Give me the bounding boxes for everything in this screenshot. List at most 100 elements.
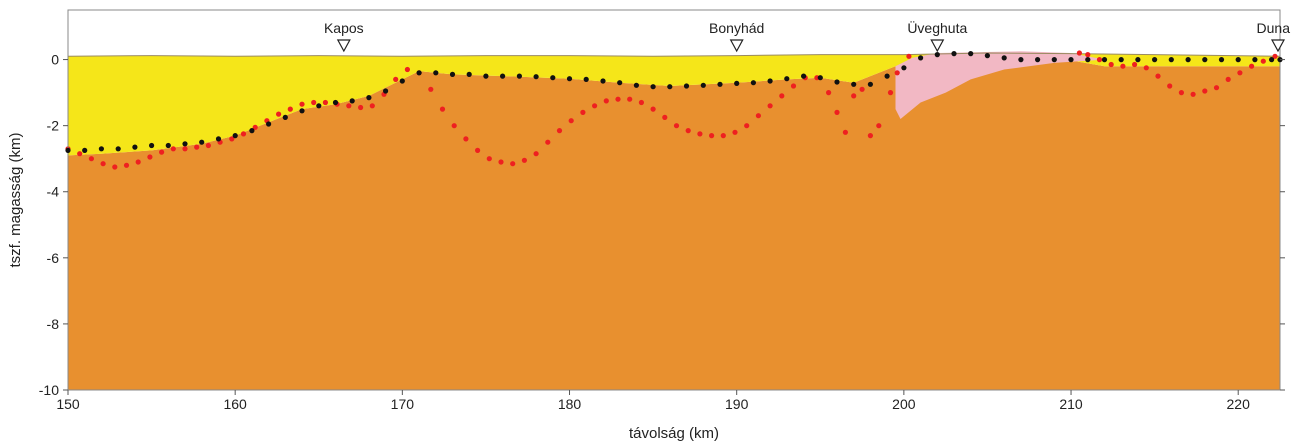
red-point <box>322 99 328 106</box>
black-point <box>65 147 71 153</box>
red-point <box>1143 65 1149 71</box>
red-point <box>299 101 305 107</box>
red-point <box>1272 53 1278 59</box>
plot-frame <box>67 9 1281 391</box>
x-tick-label: 180 <box>558 396 582 412</box>
red-point <box>194 144 200 150</box>
black-point <box>299 108 305 114</box>
black-point <box>466 71 472 77</box>
red-point <box>876 123 882 129</box>
black-point <box>332 99 339 106</box>
red-point <box>887 90 894 96</box>
black-point <box>1168 57 1174 63</box>
x-axis: 150 160 170 180 190 200 210 220 <box>56 390 1250 412</box>
red-point <box>135 159 141 165</box>
red-point <box>240 131 247 137</box>
y-axis-label: tszf. magasság (km) <box>7 132 24 267</box>
x-tick-label: 160 <box>223 396 247 412</box>
red-point <box>603 98 609 104</box>
red-point <box>463 136 469 142</box>
black-point <box>867 81 874 87</box>
black-point <box>1135 57 1141 63</box>
red-point <box>720 133 726 139</box>
black-point <box>165 142 171 149</box>
black-point <box>1152 57 1158 63</box>
red-point <box>1237 70 1243 76</box>
pink-body-layer <box>895 51 1105 119</box>
black-point <box>600 78 606 84</box>
y-tick-label: -10 <box>39 382 59 398</box>
black-point <box>566 76 573 82</box>
red-point <box>709 133 715 139</box>
location-triangle-icon <box>930 39 945 53</box>
black-point <box>884 73 890 79</box>
red-point <box>779 93 785 99</box>
location-markers: Kapos Bonyhád Üveghuta Duna <box>324 19 1290 53</box>
red-point <box>1225 76 1231 82</box>
black-point <box>249 128 255 134</box>
black-point <box>817 75 823 81</box>
red-point <box>767 103 773 109</box>
red-point <box>393 76 399 82</box>
black-point <box>1235 57 1241 63</box>
black-point <box>232 133 238 139</box>
black-point <box>1269 57 1275 63</box>
red-point <box>842 129 849 135</box>
black-point <box>851 81 857 87</box>
red-point <box>451 123 457 129</box>
black-point <box>115 146 121 152</box>
black-point <box>1085 57 1091 63</box>
black-point <box>633 82 640 88</box>
basement-layer <box>68 54 1280 390</box>
red-point <box>112 164 118 170</box>
plot-area <box>65 9 1283 391</box>
red-point <box>1202 88 1208 94</box>
red-point <box>510 161 516 167</box>
black-point <box>1218 57 1225 63</box>
red-point <box>1249 63 1255 69</box>
black-point <box>1068 57 1074 63</box>
black-point <box>583 76 589 82</box>
location-label: Üveghuta <box>907 19 967 36</box>
black-point <box>500 73 506 79</box>
black-point <box>550 75 556 81</box>
red-point <box>170 146 176 152</box>
red-point <box>1167 83 1173 89</box>
red-point <box>486 156 492 162</box>
location-label: Bonyhád <box>709 20 764 36</box>
red-point <box>1096 57 1103 63</box>
sediment-layer <box>68 53 1280 156</box>
black-point <box>750 80 757 86</box>
geology-layers <box>67 51 1281 390</box>
red-point <box>287 106 293 112</box>
black-point <box>951 51 957 57</box>
black-point <box>349 98 355 104</box>
red-point <box>358 104 364 111</box>
red-point <box>1085 52 1091 58</box>
black-point <box>316 103 322 109</box>
red-point <box>1076 50 1082 56</box>
black-point <box>1001 55 1007 61</box>
black-point <box>1202 57 1208 63</box>
x-tick-label: 200 <box>892 396 916 412</box>
red-point <box>732 129 738 135</box>
red-point <box>1155 73 1161 79</box>
red-point <box>662 114 668 120</box>
red-point <box>498 159 504 165</box>
red-point <box>475 147 481 153</box>
black-point <box>1035 57 1041 63</box>
black-point <box>399 78 405 84</box>
x-tick-label: 190 <box>725 396 749 412</box>
red-point <box>673 123 680 129</box>
red-point <box>123 162 130 168</box>
red-point <box>311 99 317 106</box>
black-point <box>650 84 656 90</box>
black-point <box>1101 57 1108 63</box>
red-point <box>685 128 691 134</box>
red-point <box>205 142 211 149</box>
black-point <box>266 121 272 127</box>
red-point <box>404 66 410 73</box>
black-point <box>182 141 188 147</box>
red-point <box>159 149 165 155</box>
black-point <box>984 53 991 59</box>
